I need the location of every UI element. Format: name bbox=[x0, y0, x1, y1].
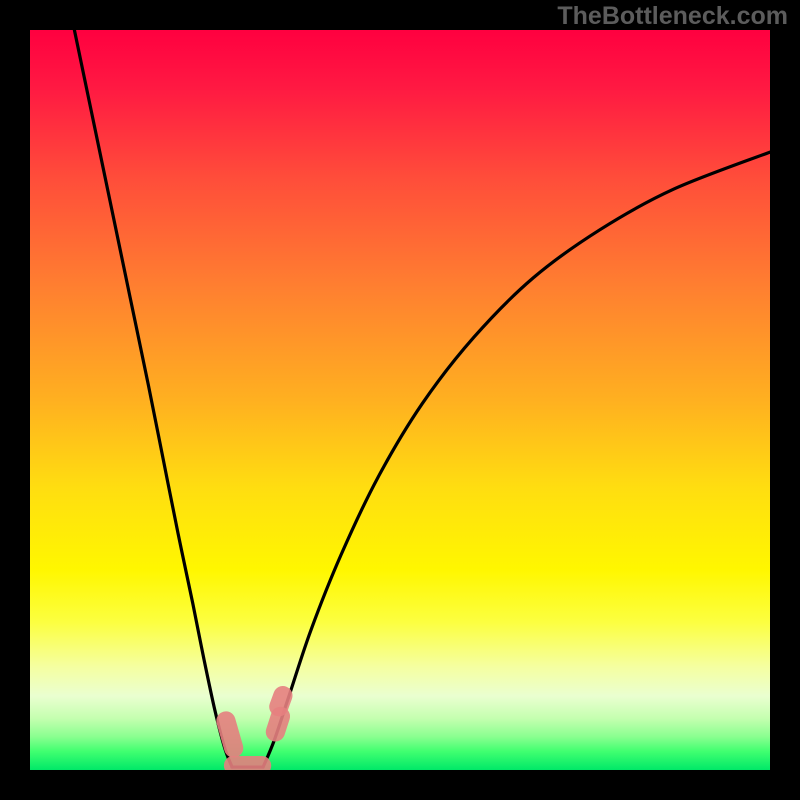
data-marker bbox=[224, 756, 271, 770]
data-marker bbox=[214, 709, 246, 760]
right-curve bbox=[263, 152, 770, 767]
left-curve bbox=[74, 30, 232, 767]
plot-area bbox=[30, 30, 770, 770]
chart-frame bbox=[0, 0, 800, 800]
curves-layer bbox=[30, 30, 770, 770]
watermark-text: TheBottleneck.com bbox=[557, 2, 788, 31]
